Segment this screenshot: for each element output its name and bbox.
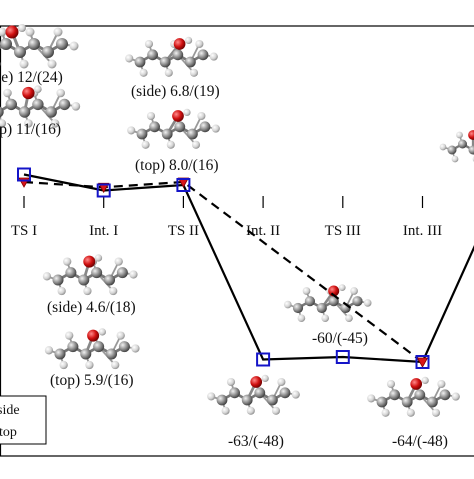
molecule-image xyxy=(207,375,300,415)
x-tick-label: Int. III xyxy=(403,223,442,239)
x-tick-label: TS II xyxy=(168,223,199,239)
annotation-int2: -63/(-48) xyxy=(228,433,284,450)
molecule-image xyxy=(45,328,140,369)
annotation-int2-dashed: -60/(-45) xyxy=(312,330,368,347)
legend: side top xyxy=(0,396,46,444)
annotation-side-12: (side) 12/(24) xyxy=(0,69,63,86)
annotation-top-8-0: (top) 8.0/(16) xyxy=(135,157,219,174)
annotation-int3: -64/(-48) xyxy=(392,433,448,450)
molecule-images xyxy=(0,24,474,417)
molecule-image xyxy=(284,284,372,322)
molecule-image xyxy=(125,37,218,77)
molecule-image xyxy=(43,254,138,295)
x-tick-label: Int. I xyxy=(89,223,118,239)
molecule-image xyxy=(367,377,460,417)
legend-item-side: side xyxy=(0,403,20,418)
molecule-image xyxy=(440,129,474,162)
x-tick-label: TS I xyxy=(11,223,37,239)
molecule-image xyxy=(0,24,79,69)
molecule-image xyxy=(127,109,220,149)
annotation-top-11: (top) 11/(16) xyxy=(0,121,61,138)
x-tick-label: TS III xyxy=(325,223,361,239)
annotation-side-6-8: (side) 6.8/(19) xyxy=(131,83,220,100)
annotation-side-4-6: (side) 4.6/(18) xyxy=(47,299,136,316)
annotation-top-5-9: (top) 5.9/(16) xyxy=(50,372,134,389)
x-axis: TS I Int. I TS II Int. II TS III Int. III xyxy=(11,196,442,239)
legend-item-top: top xyxy=(0,425,17,440)
x-tick-label: Int. II xyxy=(246,223,280,239)
